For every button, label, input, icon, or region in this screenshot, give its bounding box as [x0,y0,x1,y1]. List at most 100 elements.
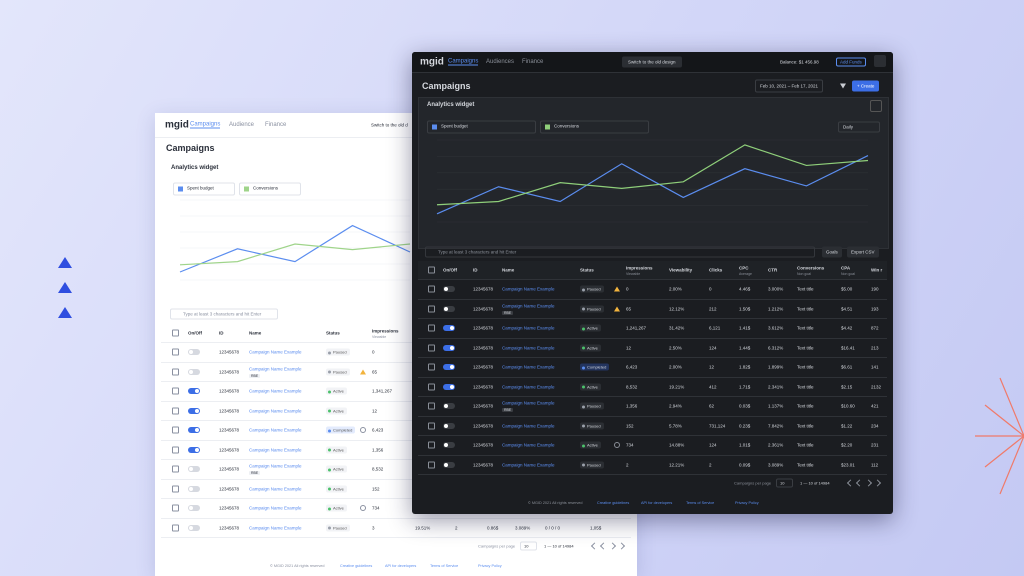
checkbox[interactable] [172,329,179,337]
campaign-name[interactable]: Campaign Name Example [249,463,302,469]
toggle[interactable] [188,505,200,511]
nav-link[interactable]: Campaigns [448,58,479,66]
checkbox[interactable] [428,402,435,410]
toggle[interactable] [443,403,455,409]
campaign-name[interactable]: Campaign Name Example [502,423,555,428]
campaign-name[interactable]: Campaign Name Example [249,427,302,433]
campaign-name[interactable]: Campaign Name Example [502,286,555,292]
nav-link[interactable]: Finance [522,59,544,65]
campaign-name[interactable]: Campaign Name Example [249,388,302,394]
metric-select[interactable]: Spent budget [173,182,235,196]
toggle[interactable] [443,305,455,312]
switch-button[interactable]: Switch to the old design [622,56,682,68]
toolbar-button[interactable]: Export CSV [847,246,879,258]
campaign-id: 12345678 [219,486,240,491]
footer-link[interactable]: Creative guidelines [340,564,373,568]
toggle[interactable] [188,446,200,453]
campaign-name[interactable]: Campaign Name Example [249,486,302,491]
toggle[interactable] [443,442,455,448]
toggle[interactable] [443,364,455,370]
campaign-name[interactable]: Campaign Name Example [502,400,555,406]
toolbar-button[interactable]: Goals [822,246,842,258]
per-page-select[interactable]: 10 [776,478,794,488]
toggle[interactable] [443,286,455,292]
checkbox[interactable] [172,426,179,434]
campaign-name[interactable]: Campaign Name Example [502,303,555,308]
avatar[interactable] [874,55,886,67]
checkbox[interactable] [428,422,435,429]
checkbox[interactable] [172,465,179,473]
footer-link[interactable]: Creative guidelines [597,501,630,505]
checkbox[interactable] [428,383,435,390]
checkbox[interactable] [172,446,179,453]
toggle[interactable] [188,427,200,433]
checkbox[interactable] [428,461,435,468]
toggle-knob [444,404,448,408]
campaign-name[interactable]: Campaign Name Example [502,384,555,389]
campaign-name[interactable]: Campaign Name Example [502,364,555,370]
nav-link[interactable]: Audience [229,122,255,128]
checkbox[interactable] [428,305,435,312]
switch-button[interactable]: Switch to the old d [365,119,414,131]
checkbox[interactable] [428,344,435,351]
campaign-name[interactable]: Campaign Name Example [249,505,302,511]
filter-icon[interactable] [840,83,846,89]
toggle[interactable] [188,466,200,472]
checkbox[interactable] [428,441,435,449]
checkbox[interactable] [428,363,435,371]
status-badge: Active [326,504,347,512]
checkbox[interactable] [172,407,179,414]
campaign-name[interactable]: Campaign Name Example [249,447,302,452]
campaign-name[interactable]: Campaign Name Example [249,525,302,530]
nav-link[interactable]: Finance [265,122,287,128]
footer-link[interactable]: Terms of Service [430,564,459,568]
toggle[interactable] [188,349,200,355]
campaign-name[interactable]: Campaign Name Example [502,442,555,448]
nav-link[interactable]: Audiences [486,59,515,65]
metric-select[interactable]: Conversions [239,182,301,196]
toggle[interactable] [188,485,200,492]
campaign-name[interactable]: Campaign Name Example [249,349,302,355]
metric-select[interactable]: Spent budget [427,120,536,134]
toggle[interactable] [443,344,455,351]
cell: 2.50% [669,345,682,350]
metric-select[interactable]: Conversions [540,120,649,134]
status-dot [328,351,331,354]
per-page-select[interactable]: 10 [520,541,538,551]
footer-link[interactable]: Privacy Policy [478,564,502,568]
footer-link[interactable]: API for developers [385,564,417,568]
add-funds-button[interactable]: Add Funds [836,57,866,67]
campaign-name[interactable]: Campaign Name Example [249,408,302,413]
checkbox[interactable] [428,266,435,274]
search-input[interactable]: Type at least 3 characters and hit Enter [425,246,815,258]
create-button[interactable]: + Create [852,80,880,92]
checkbox[interactable] [172,485,179,492]
toggle[interactable] [443,325,455,331]
campaign-name[interactable]: Campaign Name Example [502,345,555,350]
checkbox[interactable] [172,368,179,375]
footer-link[interactable]: API for developers [641,501,673,505]
date-range[interactable]: Feb 10, 2021 – Feb 17, 2021 [755,79,824,93]
toggle[interactable] [188,368,200,375]
checkbox[interactable] [172,348,179,356]
checkbox[interactable] [172,504,179,512]
period-select[interactable]: Daily [838,121,880,133]
campaign-name[interactable]: Campaign Name Example [502,462,555,467]
toggle[interactable] [443,383,455,390]
nav-link[interactable]: Campaigns [190,121,221,129]
campaign-name[interactable]: Campaign Name Example [502,325,555,331]
campaign-name[interactable]: Campaign Name Example [249,366,302,371]
checkbox[interactable] [172,387,179,395]
toggle[interactable] [188,388,200,394]
toggle[interactable] [443,422,455,429]
checkbox[interactable] [428,324,435,332]
collapse-button[interactable] [870,100,882,112]
footer-link[interactable]: Terms of Service [686,501,715,505]
checkbox[interactable] [428,285,435,293]
search-input[interactable]: Type at least 3 characters and hit Enter [170,308,278,320]
toggle[interactable] [188,524,200,531]
toggle[interactable] [188,407,200,414]
footer-link[interactable]: Privacy Policy [735,501,759,505]
toggle[interactable] [443,461,455,468]
checkbox[interactable] [172,524,179,531]
